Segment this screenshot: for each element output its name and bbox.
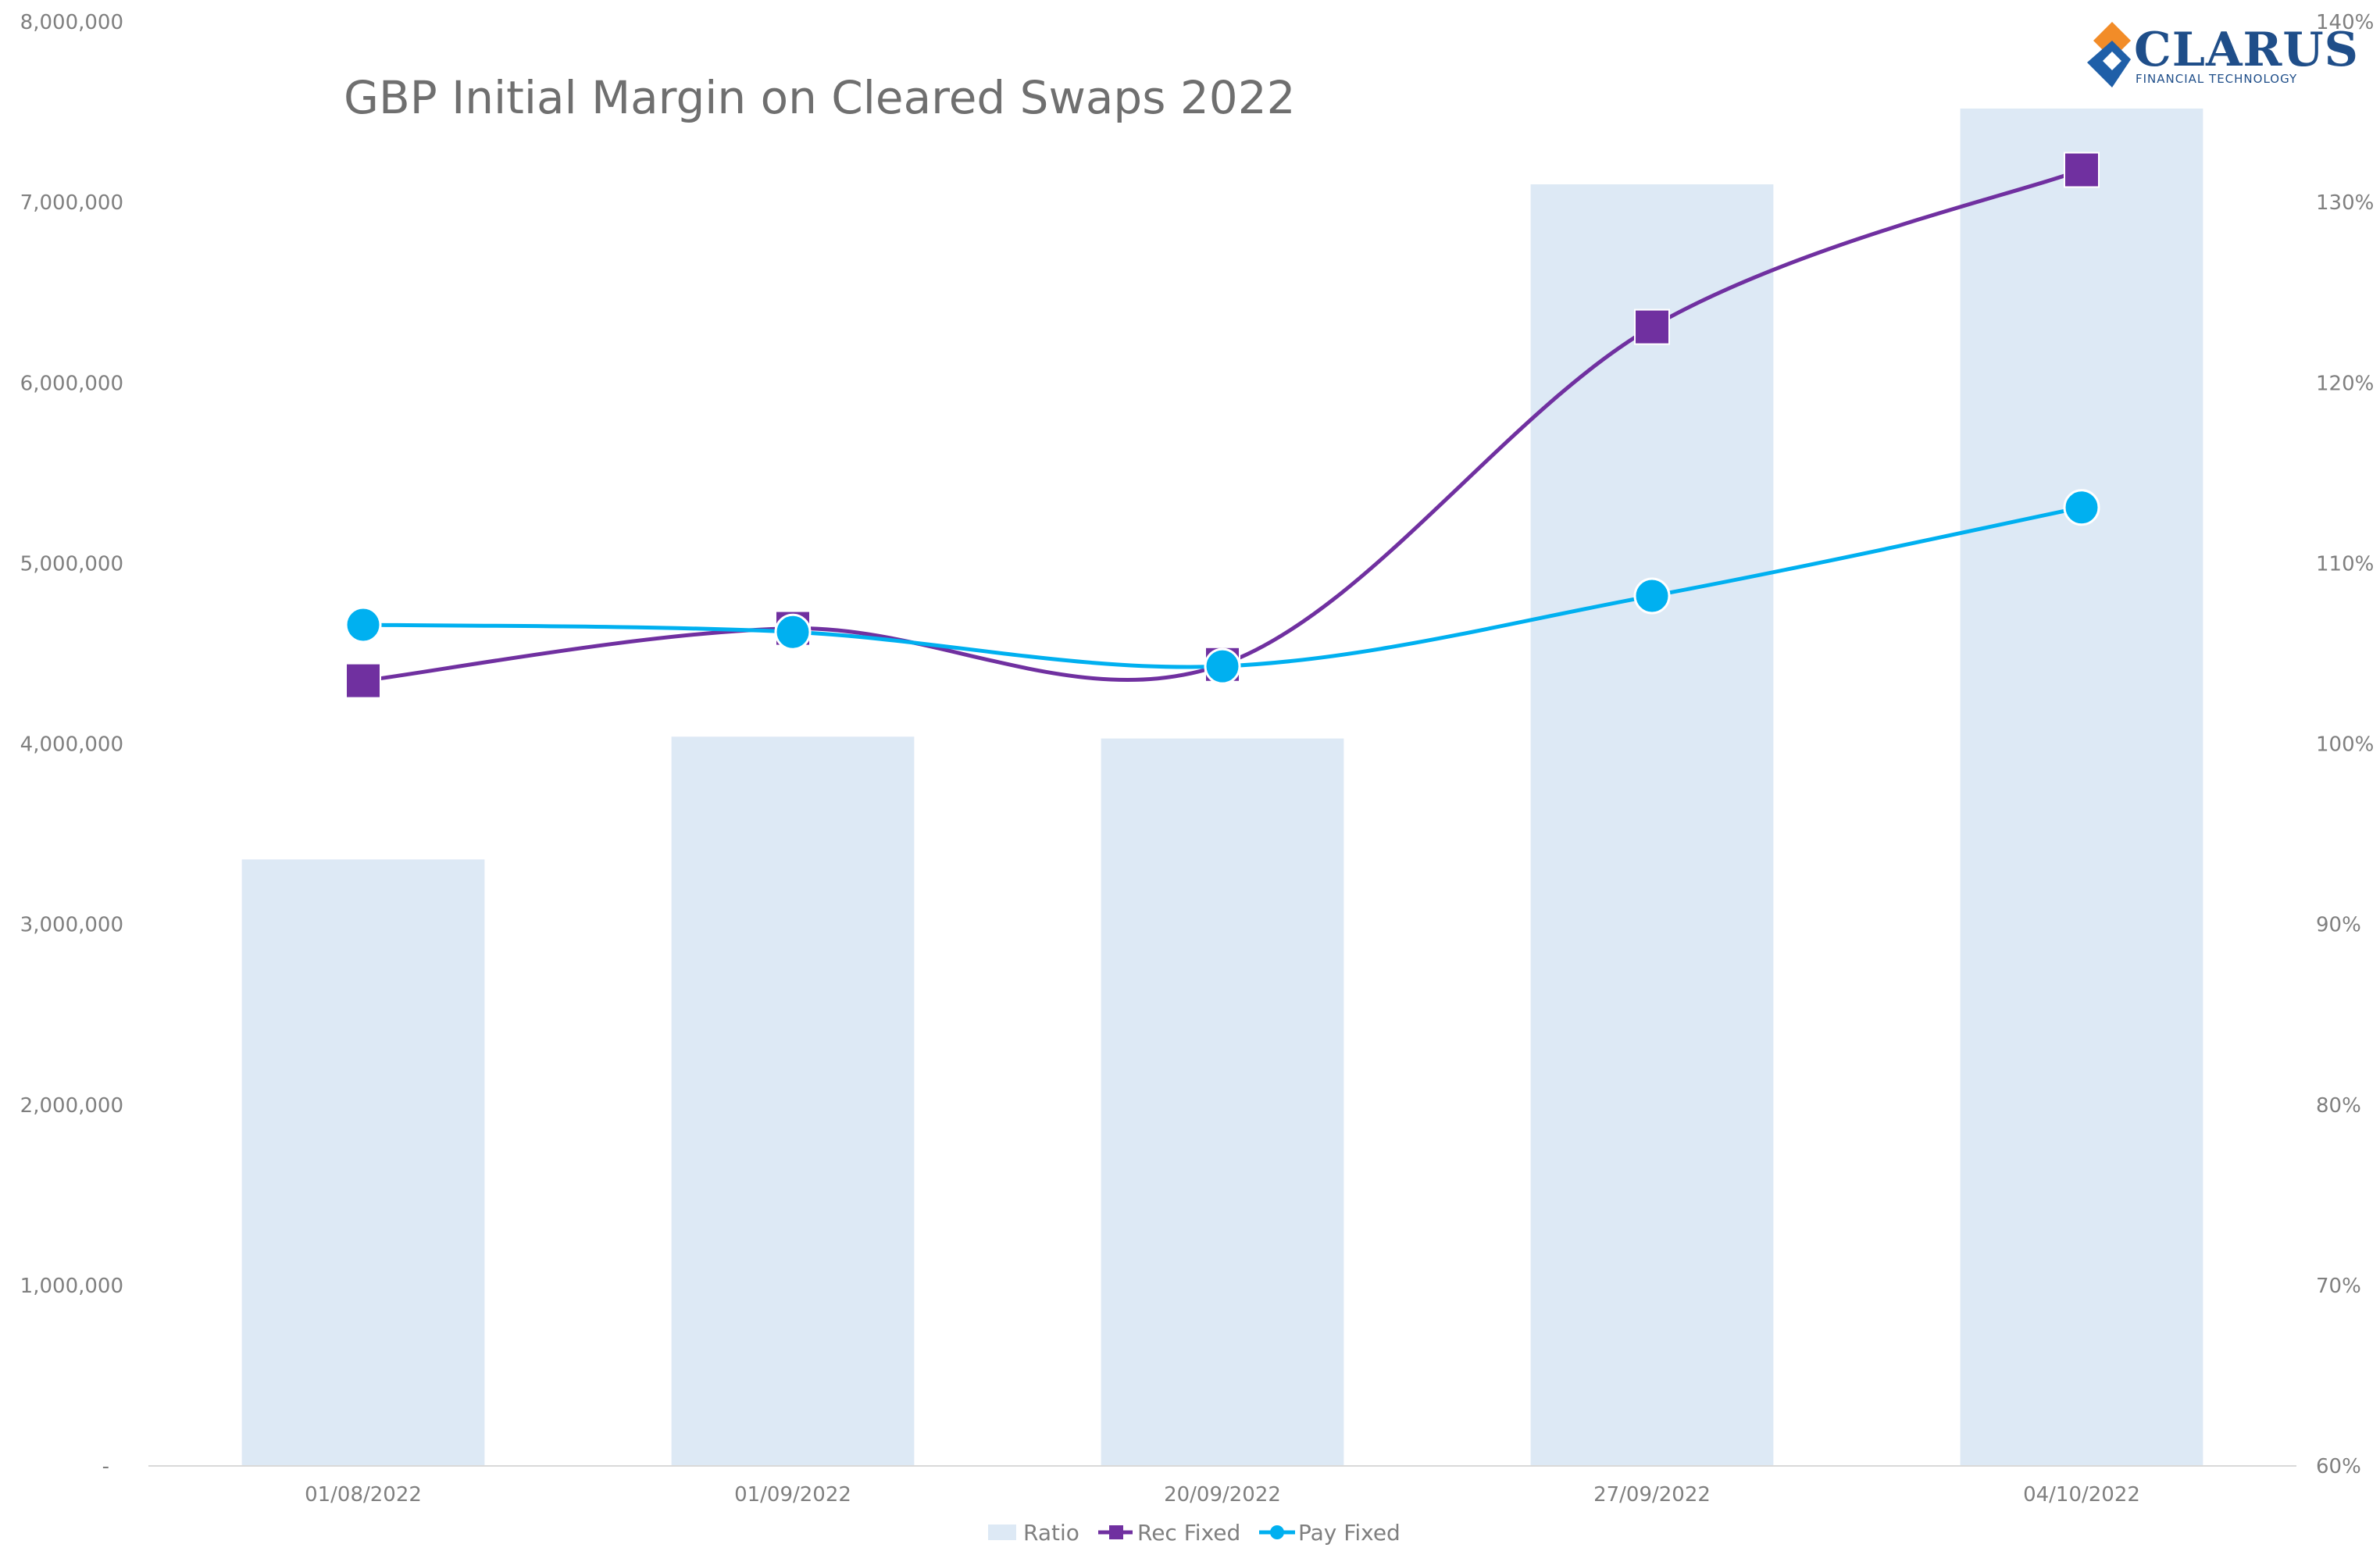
x-tick-label: 01/08/2022 xyxy=(305,1483,422,1507)
clarus-logo-mark xyxy=(2087,22,2131,87)
pay-fixed-marker xyxy=(1204,647,1241,685)
rec-fixed-marker xyxy=(2064,152,2100,188)
legend-label-pay: Pay Fixed xyxy=(1298,1520,1401,1546)
right-tick-label: 90% xyxy=(2316,914,2361,937)
rec-fixed-line xyxy=(362,168,2082,683)
ratio-bar xyxy=(241,859,485,1466)
left-tick-label: 8,000,000 xyxy=(20,11,123,34)
ratio-bar xyxy=(1101,738,1344,1466)
x-tick-label: 20/09/2022 xyxy=(1164,1483,1281,1507)
ratio-bar xyxy=(1960,108,2203,1467)
x-tick-label: 27/09/2022 xyxy=(1593,1483,1711,1507)
pay-fixed-marker xyxy=(1633,577,1671,615)
right-tick-label: 110% xyxy=(2316,552,2374,576)
left-tick-label: - xyxy=(102,1455,109,1478)
left-tick-label: 2,000,000 xyxy=(20,1094,123,1118)
left-tick-label: 6,000,000 xyxy=(20,372,123,395)
legend-marker-rec xyxy=(1109,1525,1123,1539)
right-tick-label: 70% xyxy=(2316,1275,2361,1298)
right-tick-label: 60% xyxy=(2316,1455,2361,1478)
clarus-logo-word: CLARUS xyxy=(2134,23,2359,77)
x-tick-label: 01/09/2022 xyxy=(734,1483,851,1507)
left-tick-label: 4,000,000 xyxy=(20,733,123,757)
left-tick-label: 3,000,000 xyxy=(20,914,123,937)
rec-fixed-marker xyxy=(1634,308,1670,345)
chart-title: GBP Initial Margin on Cleared Swaps 2022 xyxy=(344,71,1296,124)
pay-fixed-marker xyxy=(344,606,382,644)
left-tick-label: 5,000,000 xyxy=(20,552,123,576)
right-tick-label: 100% xyxy=(2316,733,2374,757)
legend-label-ratio: Ratio xyxy=(1023,1520,1079,1546)
legend-label-rec: Rec Fixed xyxy=(1137,1520,1240,1546)
clarus-logo: CLARUS FINANCIAL TECHNOLOGY xyxy=(2087,22,2359,87)
right-tick-label: 130% xyxy=(2316,191,2374,215)
x-axis: 01/08/2022 01/09/2022 20/09/2022 27/09/2022… xyxy=(305,1483,2140,1507)
left-tick-label: 1,000,000 xyxy=(20,1275,123,1298)
clarus-logo-subtitle: FINANCIAL TECHNOLOGY xyxy=(2136,72,2297,86)
left-axis: - 1,000,000 2,000,000 3,000,000 4,000,000 5,0… xyxy=(20,11,123,1478)
pay-fixed-marker xyxy=(2063,489,2100,526)
right-tick-label: 120% xyxy=(2316,372,2374,395)
pay-fixed-marker xyxy=(774,613,812,651)
right-tick-label: 80% xyxy=(2316,1094,2361,1118)
ratio-bar xyxy=(671,736,915,1466)
legend: Ratio Rec Fixed Pay Fixed xyxy=(988,1520,1401,1546)
legend-swatch-ratio xyxy=(988,1525,1016,1540)
legend-marker-pay xyxy=(1270,1525,1284,1539)
right-axis: 60% 70% 80% 90% 100% 110% 120% 130% 140% xyxy=(2316,11,2374,1478)
ratio-bars xyxy=(241,108,2203,1467)
ratio-bar xyxy=(1530,184,1774,1467)
pay-fixed-series xyxy=(344,489,2100,685)
right-tick-label: 140% xyxy=(2316,11,2374,34)
x-tick-label: 04/10/2022 xyxy=(2023,1483,2140,1507)
left-tick-label: 7,000,000 xyxy=(20,191,123,215)
rec-fixed-series xyxy=(345,152,2100,699)
rec-fixed-marker xyxy=(345,662,381,699)
